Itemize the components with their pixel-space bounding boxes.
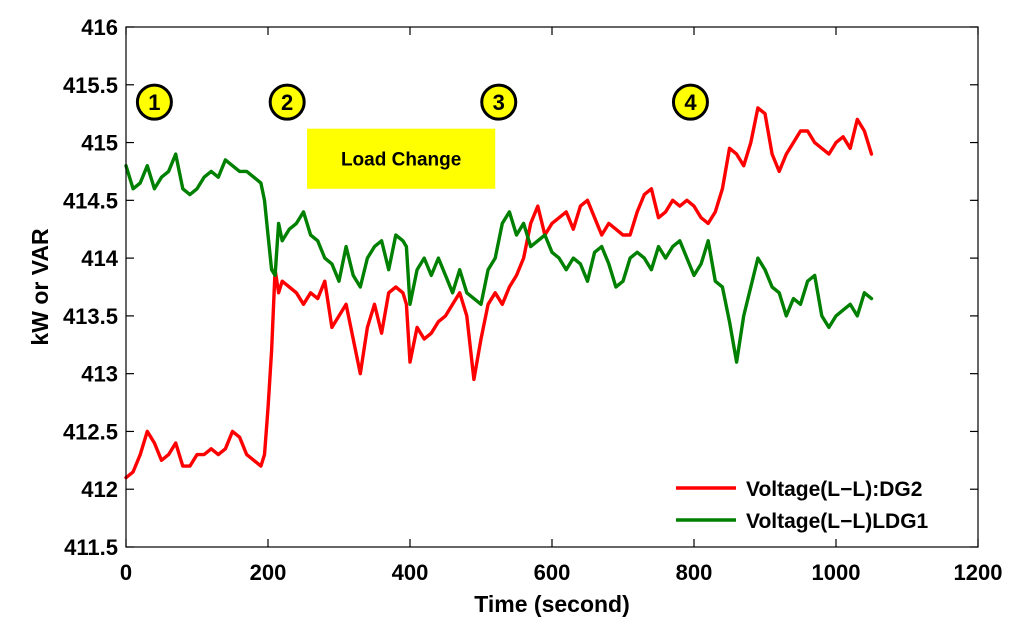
- legend: Voltage(L−L):DG2 Voltage(L−L)LDG1: [676, 478, 929, 533]
- y-tick-label: 416: [81, 15, 118, 40]
- y-tick-label: 413: [81, 362, 118, 387]
- x-tick-label: 1000: [812, 560, 861, 585]
- annotation-layer: 1 2 3 4: [135, 83, 709, 121]
- load-change-label: Load Change: [341, 150, 461, 171]
- series-line-2: [124, 152, 874, 364]
- legend-label-1: Voltage(L−L):DG2: [746, 478, 922, 501]
- load-change-box: [307, 128, 496, 189]
- annotation-label-4: 4: [684, 90, 697, 115]
- series-layer: [124, 106, 874, 480]
- legend-label-2: Voltage(L−L)LDG1: [746, 510, 929, 533]
- x-tick-label: 400: [392, 560, 429, 585]
- y-tick-label: 413.5: [63, 304, 118, 329]
- tick-layer: 0 200 400 600 800 1000 1200411.5412412.5413413…: [63, 15, 1003, 585]
- x-tick-label: 1200: [954, 560, 1003, 585]
- x-tick-label: 0: [120, 560, 132, 585]
- y-tick-label: 415: [81, 131, 118, 156]
- y-axis-label: kW or VAR: [27, 228, 53, 346]
- annotation-marker-2: [268, 83, 306, 121]
- x-tick-label: 600: [534, 560, 571, 585]
- series-line-1: [124, 106, 874, 480]
- annotation-label-1: 1: [148, 90, 160, 115]
- annotation-marker-3: [480, 83, 518, 121]
- y-tick-label: 414: [81, 246, 118, 271]
- annotation-label-2: 2: [281, 90, 293, 115]
- y-tick-label: 412.5: [63, 419, 118, 444]
- annotation-marker-4: [671, 83, 709, 121]
- x-tick-label: 800: [676, 560, 713, 585]
- x-tick-label: 200: [250, 560, 287, 585]
- annotation-label-3: 3: [493, 90, 505, 115]
- y-tick-label: 412: [81, 477, 118, 502]
- callout-layer: Load Change: [307, 128, 496, 189]
- y-tick-label: 414.5: [63, 188, 118, 213]
- annotation-marker-1: [135, 83, 173, 121]
- x-axis-label: Time (second): [474, 591, 630, 617]
- y-tick-label: 411.5: [64, 535, 118, 560]
- y-tick-label: 415.5: [63, 73, 118, 98]
